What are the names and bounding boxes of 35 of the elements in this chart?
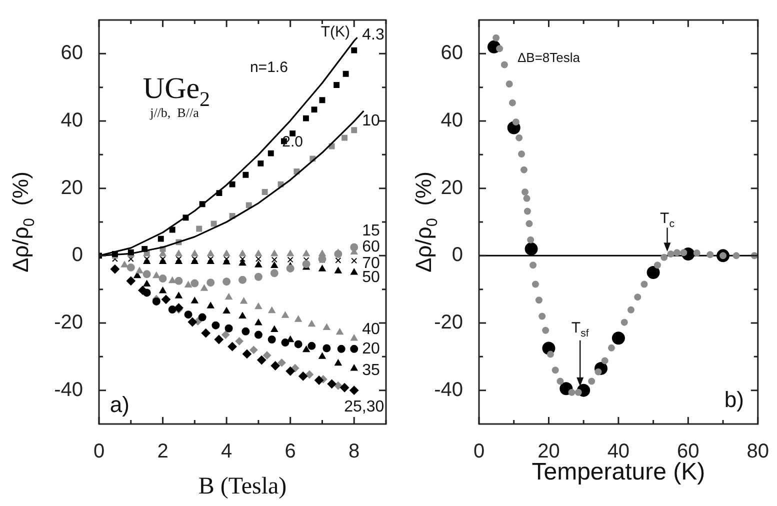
series-label: 20 (362, 340, 380, 358)
y-tick-label: 20 (60, 176, 83, 199)
y-tick-label: -40 (54, 378, 83, 401)
x-tick-label: 6 (284, 440, 296, 463)
y-axis-title: Δρ/ρ0 (%) (8, 172, 38, 272)
x-tick-label: 0 (473, 440, 485, 463)
annotation: b) (724, 387, 744, 412)
y-tick-label: -40 (434, 378, 463, 401)
series-label: 10 (362, 112, 380, 130)
x-axis-title: B (Tesla) (198, 473, 287, 500)
x-tick-label: 80 (746, 440, 769, 463)
y-tick-label: 40 (60, 110, 83, 132)
series-label: 25,30 (344, 398, 384, 416)
annotation: a) (110, 392, 130, 417)
annotation: ΔB=8Tesla (517, 50, 581, 65)
series-label: 35 (362, 362, 380, 379)
y-axis-title: Δρ/ρ0 (%) (411, 172, 441, 272)
x-tick-label: 4 (220, 440, 232, 463)
y-tick-label: 0 (452, 244, 463, 266)
x-tick-label: 2 (157, 440, 168, 463)
y-tick-label: -20 (54, 312, 83, 334)
series-label: 60 (362, 238, 380, 256)
x-tick-label: 0 (93, 440, 105, 463)
series-label: 40 (362, 320, 380, 338)
y-tick-label: 0 (72, 244, 83, 266)
y-tick-label: 60 (60, 42, 83, 64)
y-tick-label: 40 (440, 110, 463, 132)
annotation: n=1.6 (250, 58, 288, 76)
y-tick-label: 60 (440, 42, 463, 64)
y-tick-label: -20 (434, 312, 463, 334)
series-label: 15 (362, 222, 380, 240)
y-tick-label: 20 (440, 176, 463, 199)
series-label: 4.3 (362, 26, 384, 44)
x-tick-label: 8 (348, 440, 360, 463)
annotation: T(K) (320, 24, 350, 41)
